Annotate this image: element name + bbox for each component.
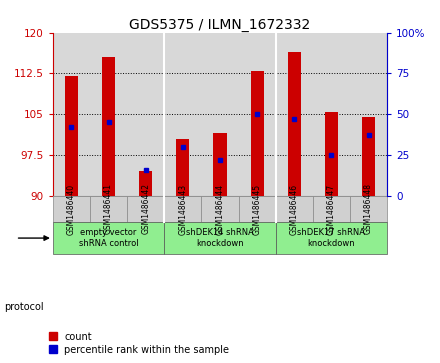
Text: empty vector
shRNA control: empty vector shRNA control xyxy=(79,228,138,248)
Bar xyxy=(325,111,338,196)
Bar xyxy=(362,117,375,196)
FancyBboxPatch shape xyxy=(53,222,164,254)
FancyBboxPatch shape xyxy=(53,196,90,222)
FancyBboxPatch shape xyxy=(313,196,350,222)
Bar xyxy=(251,71,264,196)
FancyBboxPatch shape xyxy=(164,222,276,254)
Text: GSM1486444: GSM1486444 xyxy=(216,183,224,234)
Text: protocol: protocol xyxy=(4,302,44,312)
FancyBboxPatch shape xyxy=(90,196,127,222)
Bar xyxy=(139,171,152,196)
Bar xyxy=(288,52,301,196)
Bar xyxy=(65,76,78,196)
Text: shDEK14 shRNA
knockdown: shDEK14 shRNA knockdown xyxy=(186,228,254,248)
Text: GSM1486443: GSM1486443 xyxy=(178,183,187,234)
Title: GDS5375 / ILMN_1672332: GDS5375 / ILMN_1672332 xyxy=(129,18,311,32)
FancyBboxPatch shape xyxy=(238,196,276,222)
Text: GSM1486440: GSM1486440 xyxy=(67,183,76,234)
Text: GSM1486445: GSM1486445 xyxy=(253,183,262,234)
Text: GSM1486441: GSM1486441 xyxy=(104,183,113,234)
Legend: count, percentile rank within the sample: count, percentile rank within the sample xyxy=(49,331,229,355)
Text: shDEK17 shRNA
knockdown: shDEK17 shRNA knockdown xyxy=(297,228,366,248)
Bar xyxy=(176,139,189,196)
FancyBboxPatch shape xyxy=(276,222,387,254)
FancyBboxPatch shape xyxy=(350,196,387,222)
Text: GSM1486446: GSM1486446 xyxy=(290,183,299,234)
Bar xyxy=(213,133,227,196)
Bar xyxy=(102,57,115,196)
FancyBboxPatch shape xyxy=(202,196,238,222)
FancyBboxPatch shape xyxy=(276,196,313,222)
Text: GSM1486448: GSM1486448 xyxy=(364,183,373,234)
FancyBboxPatch shape xyxy=(127,196,164,222)
Text: GSM1486442: GSM1486442 xyxy=(141,183,150,234)
FancyBboxPatch shape xyxy=(164,196,202,222)
Text: GSM1486447: GSM1486447 xyxy=(327,183,336,234)
